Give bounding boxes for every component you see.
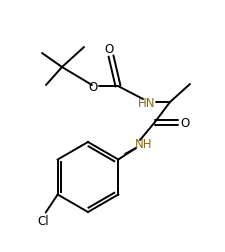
Text: NH: NH — [135, 137, 152, 150]
Text: O: O — [104, 42, 113, 55]
Text: Cl: Cl — [37, 214, 48, 227]
Text: O: O — [180, 116, 189, 129]
Text: O: O — [88, 80, 97, 93]
Text: HN: HN — [138, 96, 155, 109]
